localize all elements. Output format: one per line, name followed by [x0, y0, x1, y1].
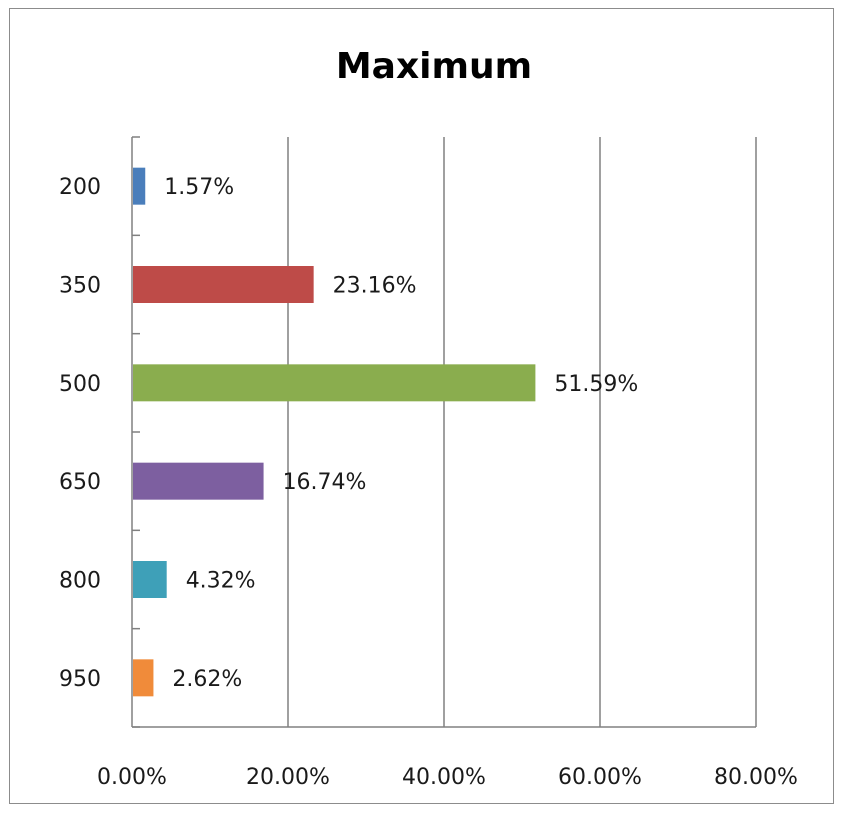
data-label: 16.74%: [283, 470, 367, 495]
bar-650: [133, 462, 264, 500]
data-label: 51.59%: [554, 372, 638, 397]
tick-labels: 200 350 500 650 800 950 0.00% 20.00% 40.00% 60.00…: [59, 175, 798, 790]
bar-800: [133, 561, 167, 598]
data-label: 1.57%: [164, 175, 234, 200]
x-tick-label: 60.00%: [558, 765, 642, 790]
data-label: 23.16%: [333, 274, 417, 299]
bars: [133, 167, 536, 697]
chart-title: Maximum: [336, 46, 532, 87]
y-tick-label: 800: [59, 569, 101, 594]
bar-350: [133, 266, 314, 303]
x-tick-label: 80.00%: [714, 765, 798, 790]
y-tick-label: 200: [59, 175, 101, 200]
x-tick-label: 40.00%: [402, 765, 486, 790]
data-labels: 1.57% 23.16% 51.59% 16.74% 4.32% 2.62%: [164, 175, 638, 692]
bar-200: [133, 167, 146, 205]
axes: [131, 136, 756, 728]
data-label: 4.32%: [186, 569, 256, 594]
bar-950: [133, 659, 154, 697]
data-label: 2.62%: [172, 667, 242, 692]
gridlines: [287, 137, 757, 727]
x-tick-label: 0.00%: [97, 765, 167, 790]
y-tick-label: 950: [59, 667, 101, 692]
x-tick-label: 20.00%: [246, 765, 330, 790]
bar-500: [133, 364, 536, 402]
y-tick-label: 350: [59, 274, 101, 299]
y-tick-label: 500: [59, 372, 101, 397]
y-tick-label: 650: [59, 470, 101, 495]
